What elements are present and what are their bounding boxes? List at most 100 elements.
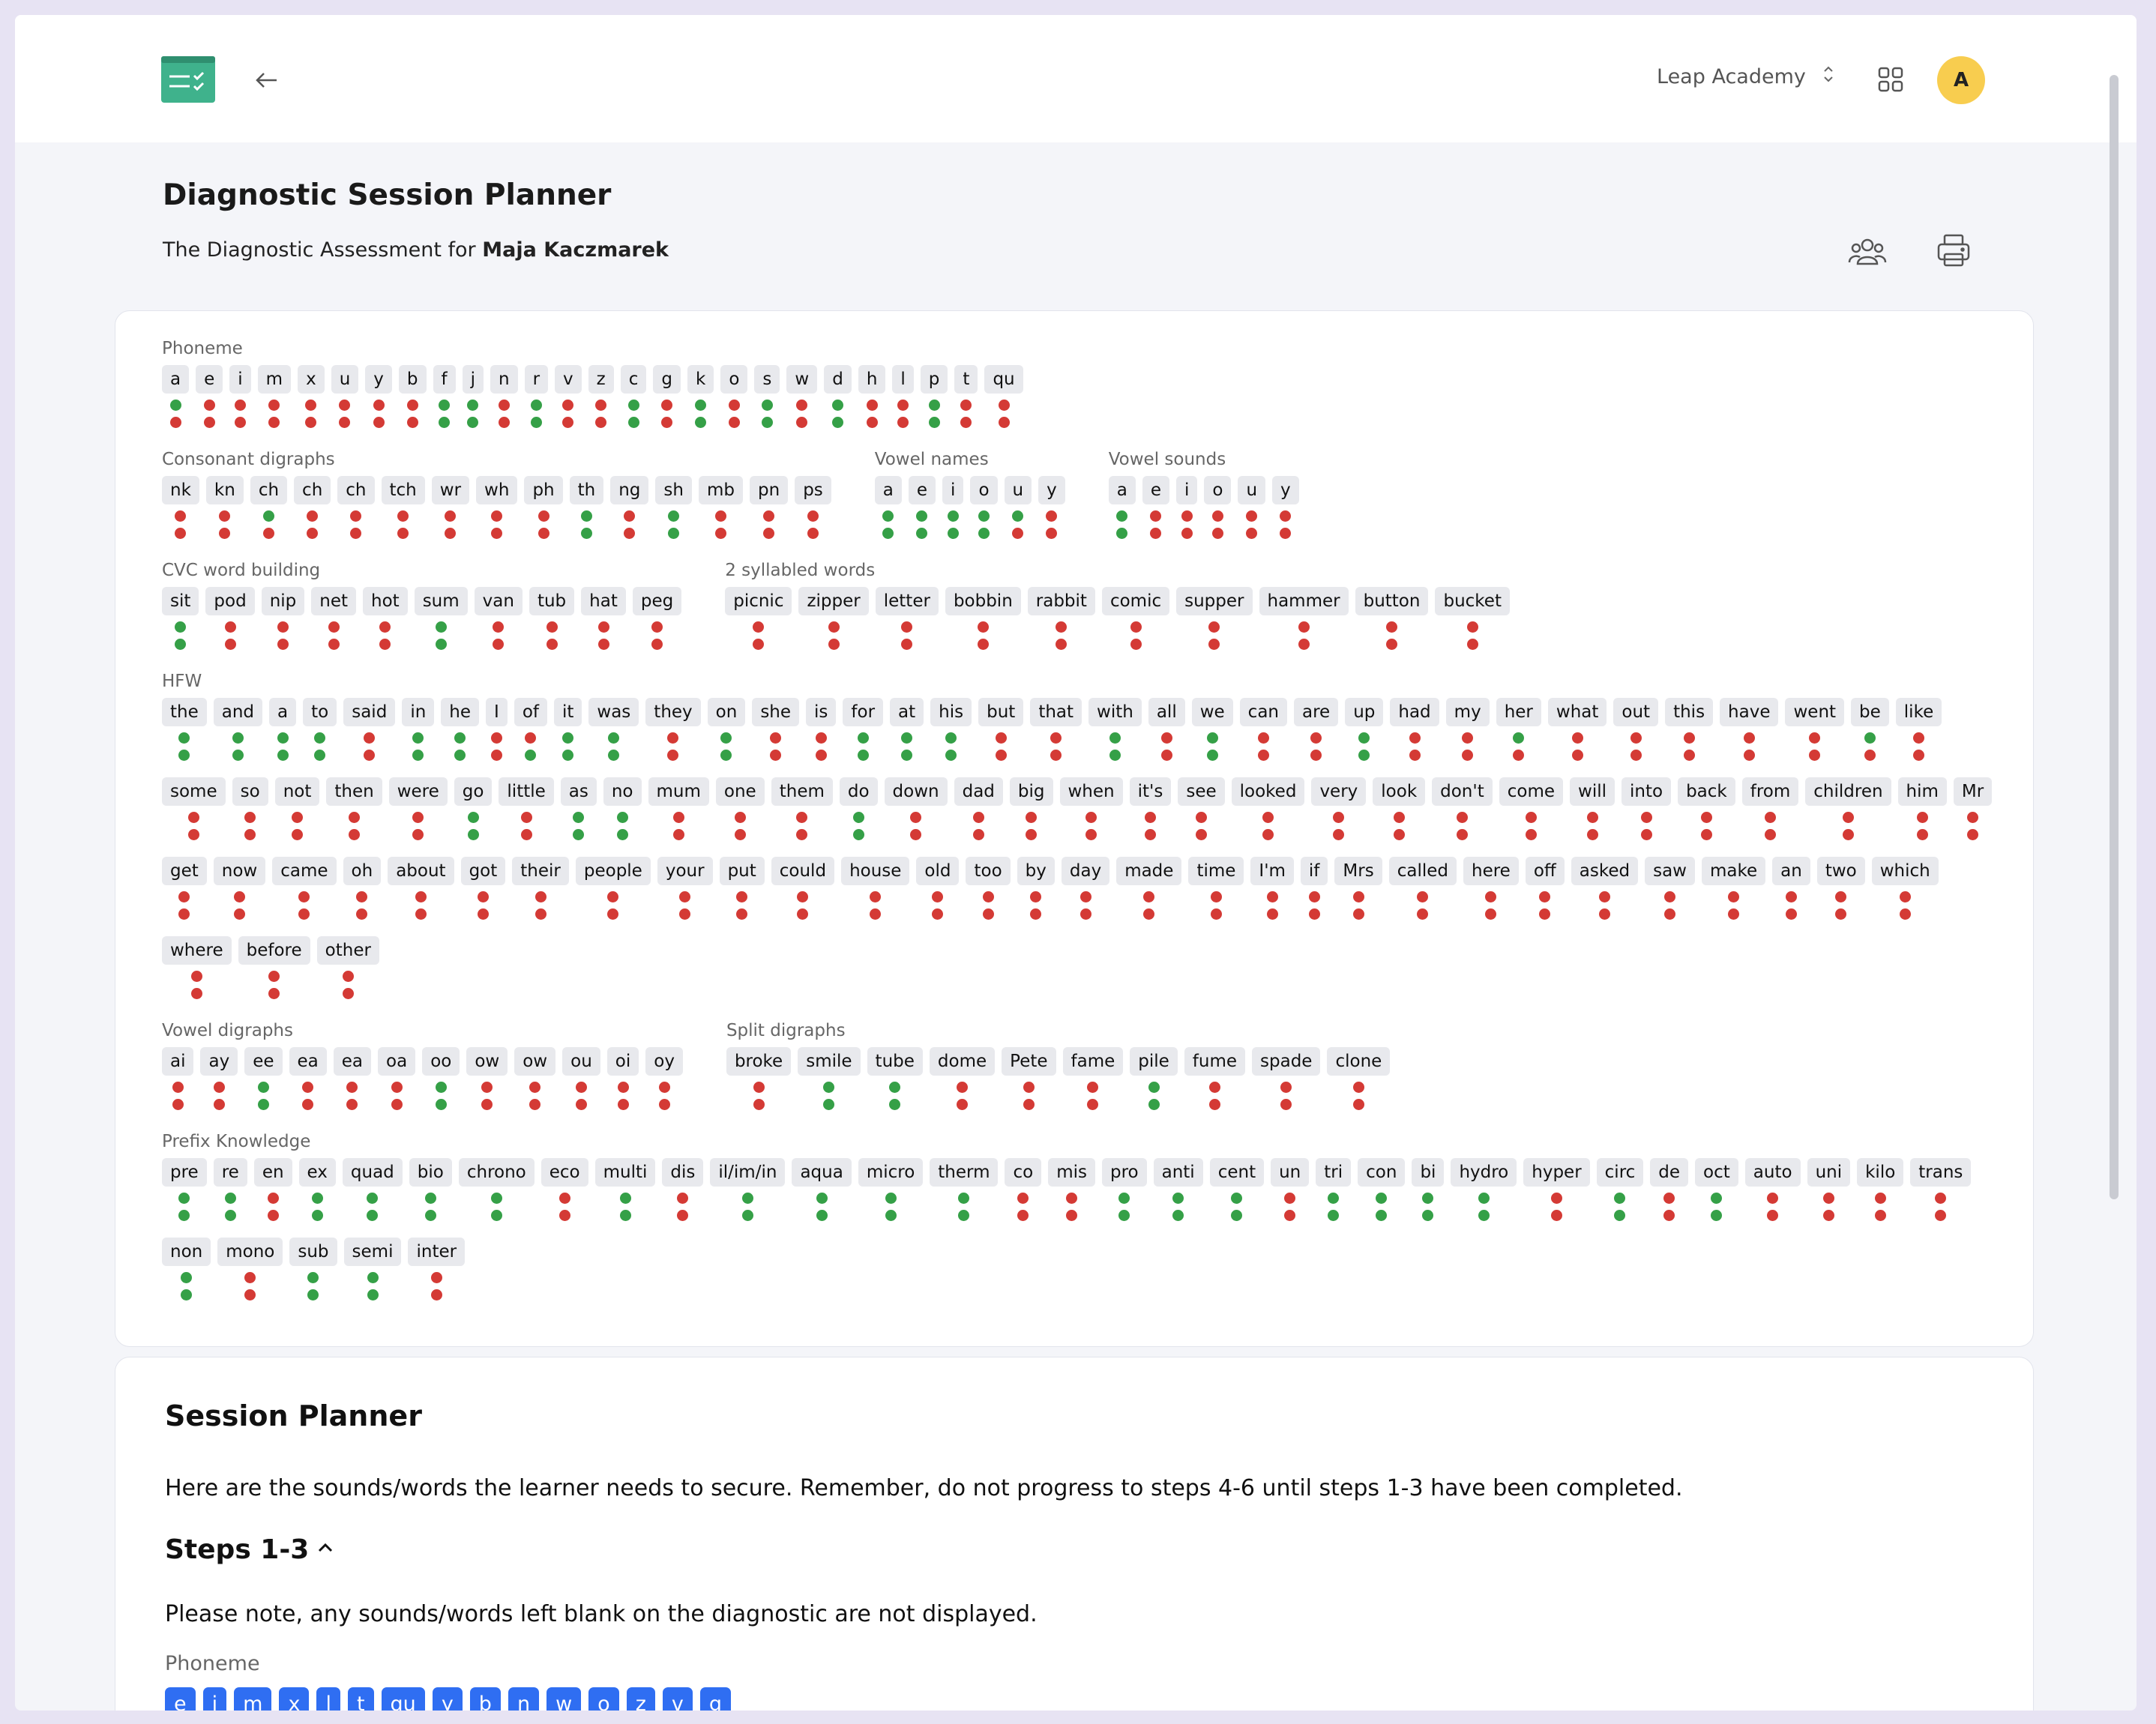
assessment-item[interactable]: circ [1596, 1158, 1644, 1221]
assessment-item[interactable]: made [1116, 857, 1182, 920]
assessment-item[interactable]: be [1851, 698, 1889, 761]
phoneme-chip[interactable]: z [626, 1687, 655, 1711]
assessment-item[interactable]: as [560, 777, 597, 840]
assessment-item[interactable]: qu [984, 365, 1023, 428]
assessment-item[interactable]: your [657, 857, 713, 920]
phoneme-chip[interactable]: qu [381, 1687, 425, 1711]
user-avatar[interactable]: A [1937, 56, 1985, 104]
assessment-item[interactable]: net [311, 587, 357, 650]
assessment-item[interactable]: off [1525, 857, 1565, 920]
assessment-item[interactable]: g [653, 365, 681, 428]
assessment-item[interactable]: all [1148, 698, 1185, 761]
assessment-item[interactable]: i [229, 365, 251, 428]
assessment-item[interactable]: con [1358, 1158, 1406, 1221]
assessment-item[interactable]: ai [162, 1047, 194, 1110]
assessment-item[interactable]: too [966, 857, 1011, 920]
assessment-item[interactable]: an [1772, 857, 1810, 920]
assessment-item[interactable]: ch [337, 476, 375, 539]
assessment-item[interactable]: is [806, 698, 837, 761]
assessment-item[interactable]: pro [1101, 1158, 1147, 1221]
assessment-item[interactable]: people [575, 857, 651, 920]
assessment-item[interactable]: said [343, 698, 396, 761]
assessment-item[interactable]: n [490, 365, 518, 428]
assessment-item[interactable]: ee [244, 1047, 283, 1110]
assessment-item[interactable]: a [269, 698, 297, 761]
assessment-item[interactable]: could [771, 857, 835, 920]
assessment-item[interactable]: where [162, 936, 232, 999]
assessment-item[interactable]: multi [594, 1158, 656, 1221]
assessment-item[interactable]: w [786, 365, 818, 428]
phoneme-chip[interactable]: x [279, 1687, 310, 1711]
assessment-item[interactable]: u [1238, 476, 1266, 539]
phoneme-chip[interactable]: i [202, 1687, 227, 1711]
assessment-item[interactable]: semi [343, 1238, 402, 1300]
assessment-item[interactable]: s [754, 365, 780, 428]
assessment-item[interactable]: comic [1101, 587, 1170, 650]
assessment-item[interactable]: this [1665, 698, 1714, 761]
assessment-item[interactable]: u [1004, 476, 1032, 539]
assessment-item[interactable]: what [1547, 698, 1607, 761]
assessment-item[interactable]: nk [162, 476, 199, 539]
assessment-item[interactable]: z [588, 365, 614, 428]
assessment-item[interactable]: hyper [1523, 1158, 1590, 1221]
assessment-item[interactable]: e [1142, 476, 1169, 539]
apps-grid-icon[interactable] [1877, 66, 1904, 93]
assessment-item[interactable]: oct [1695, 1158, 1738, 1221]
assessment-item[interactable]: we [1191, 698, 1233, 761]
assessment-item[interactable]: y [365, 365, 392, 428]
phoneme-chip[interactable]: b [469, 1687, 501, 1711]
assessment-item[interactable]: on [707, 698, 746, 761]
assessment-item[interactable]: smile [798, 1047, 861, 1110]
assessment-item[interactable]: it [553, 698, 582, 761]
assessment-item[interactable]: one [715, 777, 765, 840]
assessment-item[interactable]: hammer [1259, 587, 1349, 650]
assessment-item[interactable]: oo [422, 1047, 460, 1110]
assessment-item[interactable]: will [1570, 777, 1615, 840]
assessment-item[interactable]: here [1463, 857, 1519, 920]
assessment-item[interactable]: got [460, 857, 506, 920]
assessment-item[interactable]: go [454, 777, 493, 840]
assessment-item[interactable]: I'm [1250, 857, 1294, 920]
assessment-item[interactable]: clone [1327, 1047, 1391, 1110]
assessment-item[interactable]: nip [261, 587, 305, 650]
assessment-item[interactable]: Mr [1953, 777, 1993, 840]
assessment-item[interactable]: come [1499, 777, 1564, 840]
assessment-item[interactable]: no [603, 777, 642, 840]
assessment-item[interactable]: co [1005, 1158, 1042, 1221]
assessment-item[interactable]: bobbin [945, 587, 1021, 650]
assessment-item[interactable]: m [257, 365, 292, 428]
assessment-item[interactable]: house [841, 857, 910, 920]
assessment-item[interactable]: re [213, 1158, 247, 1221]
assessment-item[interactable]: from [1741, 777, 1799, 840]
assessment-item[interactable]: fume [1184, 1047, 1246, 1110]
assessment-item[interactable]: children [1805, 777, 1891, 840]
assessment-item[interactable]: o [1204, 476, 1232, 539]
assessment-item[interactable]: ex [298, 1158, 336, 1221]
phoneme-chip[interactable]: g [699, 1687, 731, 1711]
assessment-item[interactable]: have [1720, 698, 1779, 761]
assessment-item[interactable]: uni [1807, 1158, 1851, 1221]
assessment-item[interactable]: in [402, 698, 435, 761]
assessment-item[interactable]: therm [930, 1158, 999, 1221]
assessment-item[interactable]: Pete [1002, 1047, 1056, 1110]
assessment-item[interactable]: bi [1412, 1158, 1445, 1221]
assessment-item[interactable]: oa [378, 1047, 416, 1110]
assessment-item[interactable]: can [1239, 698, 1287, 761]
assessment-item[interactable]: ps [795, 476, 831, 539]
assessment-item[interactable]: ou [562, 1047, 600, 1110]
phoneme-chip[interactable]: y [432, 1687, 463, 1711]
assessment-item[interactable]: a [1108, 476, 1136, 539]
assessment-item[interactable]: little [499, 777, 554, 840]
assessment-item[interactable]: bucket [1435, 587, 1510, 650]
assessment-item[interactable]: o [970, 476, 998, 539]
assessment-item[interactable]: th [569, 476, 604, 539]
assessment-item[interactable]: back [1678, 777, 1735, 840]
phoneme-chip[interactable]: o [588, 1687, 619, 1711]
assessment-item[interactable]: it's [1129, 777, 1172, 840]
assessment-item[interactable]: when [1059, 777, 1123, 840]
assessment-item[interactable]: wr [431, 476, 470, 539]
assessment-item[interactable]: f [433, 365, 456, 428]
assessment-item[interactable]: out [1613, 698, 1659, 761]
assessment-item[interactable]: non [162, 1238, 211, 1300]
assessment-item[interactable]: van [474, 587, 523, 650]
